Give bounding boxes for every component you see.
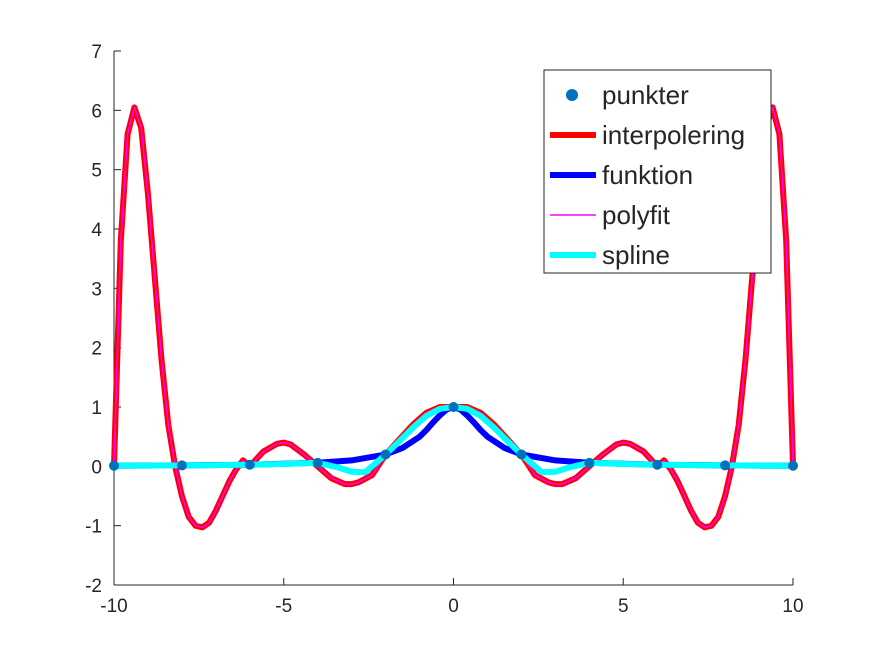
x-tick-label: 5: [618, 596, 629, 617]
legend-label-spline: spline: [602, 240, 670, 270]
data-point-punkter: [516, 449, 527, 460]
y-tick-label: 4: [91, 220, 102, 241]
y-tick-label: 2: [91, 339, 102, 360]
data-point-punkter: [448, 402, 459, 412]
legend-label-polyfit: polyfit: [602, 200, 671, 230]
y-tick-label: 5: [91, 161, 102, 182]
series-layer: [109, 104, 798, 531]
data-point-punkter: [720, 460, 731, 471]
legend-swatch-punkter: [566, 89, 578, 101]
data-point-punkter: [380, 449, 391, 460]
y-tick-label: -1: [85, 517, 102, 538]
y-tick-label: 1: [91, 398, 102, 419]
data-point-punkter: [584, 457, 595, 468]
legend-label-funktion: funktion: [602, 160, 693, 190]
y-tick-label: 6: [91, 101, 102, 122]
data-point-punkter: [312, 457, 323, 468]
y-tick-label: 3: [91, 279, 102, 300]
y-tick-label: 0: [91, 457, 102, 478]
legend-label-punkter: punkter: [602, 80, 689, 110]
legend-label-interpolering: interpolering: [602, 120, 745, 150]
y-tick-label: -2: [85, 576, 102, 597]
data-point-punkter: [788, 460, 798, 471]
legend-box: [543, 69, 772, 274]
y-tick-label: 7: [91, 42, 102, 63]
x-tick-label: -10: [100, 596, 127, 617]
data-point-punkter: [176, 460, 187, 471]
x-tick-label: 10: [782, 596, 803, 617]
data-point-punkter: [652, 459, 663, 470]
x-tick-label: 0: [448, 596, 459, 617]
x-tick-label: -5: [275, 596, 292, 617]
data-point-punkter: [109, 460, 119, 471]
legend: punkter interpolering funktion polyfit splin…: [543, 69, 772, 274]
data-point-punkter: [244, 459, 255, 470]
